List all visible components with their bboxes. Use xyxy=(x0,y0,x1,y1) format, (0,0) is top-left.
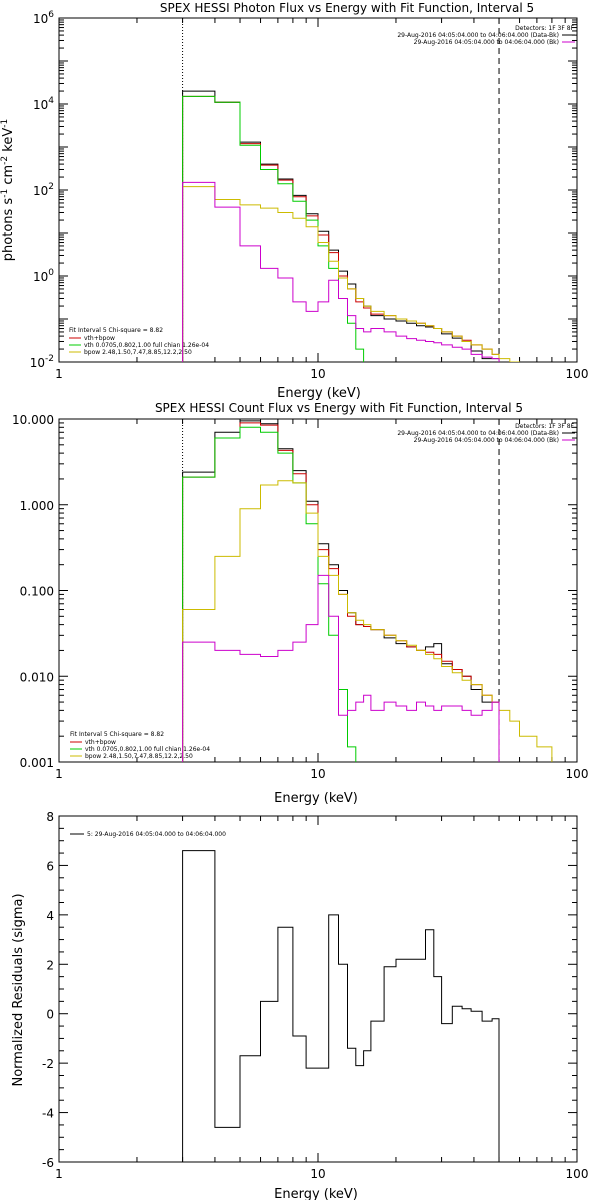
count-flux-fit-info: Fit Interval 5 Chi-square = 8.82 xyxy=(70,731,164,738)
count-flux-legend-bpow: bpow 2.48,1.50,7.47,8.85,12.2,2.50 xyxy=(85,753,193,760)
count-flux-legend-bottom: Fit Interval 5 Chi-square = 8.82 vth+bpo… xyxy=(70,731,210,760)
photon-flux-bpow-line xyxy=(182,186,520,362)
residuals-total-line xyxy=(182,850,500,1162)
photon-flux-ytick-label: 100 xyxy=(33,268,54,284)
photon-flux-legend-bpow: bpow 2.48,1.50,7.47,8.85,12.2,2.50 xyxy=(84,349,192,356)
photon-flux-bk-line xyxy=(182,181,500,362)
photon-flux-title: SPEX HESSI Photon Flux vs Energy with Fi… xyxy=(160,1,534,15)
photon-flux-ytick-label: 102 xyxy=(33,182,54,198)
count-flux-series-group xyxy=(182,420,553,762)
photon-flux-vth-line xyxy=(182,95,365,362)
photon-flux-ytick-label: 104 xyxy=(33,96,54,112)
photon-flux-fit-info: Fit Interval 5 Chi-square = 8.82 xyxy=(69,327,163,334)
count-flux-legend-bk: 29-Aug-2016 04:05:04.000 to 04:06:04.000… xyxy=(414,437,559,444)
count-flux-legend-vth: vth 0.0705,0.802,1.00 full chian 1.26e-0… xyxy=(85,746,210,753)
count-flux-legend-top: Detectors: 1F 3F 8F 29-Aug-2016 04:05:04… xyxy=(397,423,575,444)
count-flux-xtick-label: 100 xyxy=(566,767,589,781)
residuals-xlabel: Energy (keV) xyxy=(274,1187,358,1200)
count-flux-bk-line xyxy=(182,574,500,762)
count-flux-legend-data: 29-Aug-2016 04:05:04.000 to 04:06:04.000… xyxy=(397,430,559,437)
photon-flux-xlabel: Energy (keV) xyxy=(277,386,361,401)
residuals-xtick-label: 100 xyxy=(566,1167,589,1181)
count-flux-bpow-line xyxy=(182,480,553,762)
residuals-ytick-label: 0 xyxy=(46,1008,54,1022)
photon-flux-ytick-label: 106 xyxy=(33,10,54,26)
residuals-xtick-label: 10 xyxy=(310,1167,325,1181)
photon-flux-detectors: Detectors: 1F 3F 8F xyxy=(515,25,574,32)
photon-flux-ylabel: photons s-1 cm-2 keV-1 xyxy=(0,119,16,261)
residuals-legend-label: 5: 29-Aug-2016 04:05:04.000 to 04:06:04.… xyxy=(87,831,226,838)
count-flux-detectors: Detectors: 1F 3F 8F xyxy=(515,423,574,430)
count-flux-ytick-label: 1.000 xyxy=(20,499,54,513)
residuals-ytick-label: 2 xyxy=(46,958,54,972)
count-flux-xtick-label: 1 xyxy=(55,767,63,781)
photon-flux-legend-bottom: Fit Interval 5 Chi-square = 8.82 vth+bpo… xyxy=(69,327,209,356)
residuals-ylabel: Normalized Residuals (sigma) xyxy=(11,893,26,1086)
residuals-panel: Energy (keV) Normalized Residuals (sigma… xyxy=(11,810,588,1200)
count-flux-ytick-label: 0.001 xyxy=(20,756,54,770)
count-flux-ytick-label: 10.000 xyxy=(12,413,54,427)
count-flux-ytick-label: 0.100 xyxy=(20,585,54,599)
photon-flux-series-group xyxy=(182,90,520,362)
photon-flux-legend-vth: vth 0.0705,0.802,1.00 full chian 1.26e-0… xyxy=(84,342,209,349)
residuals-ytick-label: 4 xyxy=(46,909,54,923)
residuals-xtick-label: 1 xyxy=(55,1167,63,1181)
photon-flux-xtick-label: 10 xyxy=(310,367,325,381)
residuals-ytick-label: -2 xyxy=(42,1057,54,1071)
residuals-ytick-label: 6 xyxy=(46,859,54,873)
photon-flux-xtick-label: 100 xyxy=(566,367,589,381)
photon-flux-panel: SPEX HESSI Photon Flux vs Energy with Fi… xyxy=(0,1,588,401)
count-flux-xlabel: Energy (keV) xyxy=(274,791,358,806)
photon-flux-legend-data: 29-Aug-2016 04:05:04.000 to 04:06:04.000… xyxy=(397,32,559,39)
residuals-legend: 5: 29-Aug-2016 04:05:04.000 to 04:06:04.… xyxy=(70,831,226,838)
count-flux-ytick-label: 0.010 xyxy=(20,670,54,684)
photon-flux-ytick-label: 10-2 xyxy=(30,354,54,370)
count-flux-legend-sum: vth+bpow xyxy=(85,739,116,746)
residuals-ytick-label: 8 xyxy=(46,810,54,824)
photon-flux-legend-sum: vth+bpow xyxy=(84,335,115,342)
photon-flux-xtick-label: 1 xyxy=(55,367,63,381)
residuals-series-group xyxy=(182,850,500,1162)
count-flux-panel: SPEX HESSI Count Flux vs Energy with Fit… xyxy=(12,401,588,806)
residuals-ytick-label: -4 xyxy=(42,1107,54,1121)
count-flux-xtick-label: 10 xyxy=(310,767,325,781)
residuals-ytick-label: -6 xyxy=(42,1156,54,1170)
count-flux-title: SPEX HESSI Count Flux vs Energy with Fit… xyxy=(155,401,523,415)
photon-flux-legend-bk: 29-Aug-2016 04:05:04.000 to 04:06:04.000… xyxy=(414,39,559,46)
